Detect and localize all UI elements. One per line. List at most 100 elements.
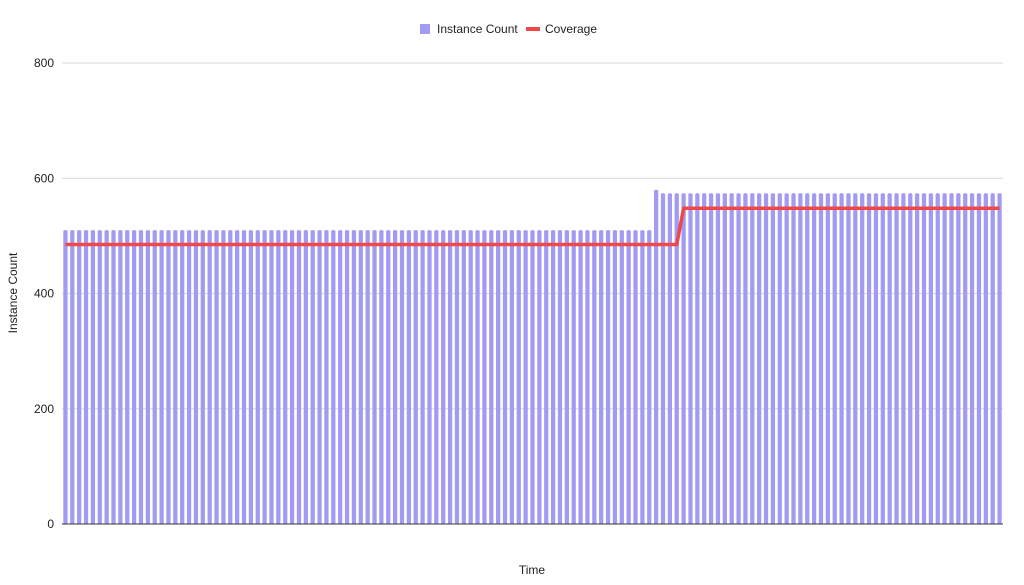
bar — [97, 230, 102, 525]
bar — [530, 230, 535, 525]
bar — [111, 230, 116, 525]
bar — [935, 193, 940, 525]
bar — [125, 230, 130, 525]
bar — [976, 193, 982, 525]
bar — [860, 193, 865, 525]
bar — [427, 230, 432, 525]
bar — [358, 230, 363, 525]
bar — [173, 230, 178, 525]
bar — [894, 193, 899, 525]
bar — [997, 193, 1002, 525]
bar — [193, 230, 199, 525]
bar — [63, 230, 68, 525]
bar — [839, 193, 844, 525]
bar — [777, 193, 782, 525]
bar — [956, 193, 961, 525]
bar — [798, 193, 803, 525]
bar — [599, 230, 604, 525]
bar — [866, 193, 872, 525]
bar — [921, 193, 927, 525]
bar — [90, 230, 96, 525]
bar — [166, 230, 171, 525]
bar — [145, 230, 150, 525]
bar — [502, 230, 508, 525]
bar — [695, 193, 700, 525]
bar — [372, 230, 377, 525]
bar — [482, 230, 487, 525]
bar — [351, 230, 357, 525]
bar — [784, 193, 789, 525]
bar — [654, 189, 659, 524]
y-axis-ticks: 0 200 400 600 800 — [34, 56, 54, 531]
bar — [688, 193, 693, 525]
bar — [853, 193, 858, 525]
bar — [537, 230, 542, 525]
legend-label-instance-count: Instance Count — [437, 22, 518, 36]
bar — [248, 230, 254, 525]
bar — [832, 193, 837, 525]
bar — [434, 230, 439, 525]
y-tick-label: 600 — [34, 171, 54, 185]
bar-series — [63, 189, 1002, 525]
bar — [324, 230, 329, 525]
bar — [805, 193, 810, 525]
bar — [468, 230, 473, 525]
bar — [928, 193, 934, 525]
bar — [660, 193, 666, 525]
bar — [489, 230, 494, 525]
bar — [791, 193, 796, 525]
bar — [516, 230, 521, 525]
bar — [983, 193, 988, 525]
y-tick-label: 800 — [34, 56, 54, 70]
bar — [523, 230, 528, 525]
bar — [159, 230, 164, 525]
bar — [420, 230, 425, 525]
legend-swatch-instance-count — [420, 24, 430, 34]
y-axis-title: Instance Count — [6, 252, 20, 333]
bar — [667, 193, 672, 525]
bar — [317, 230, 322, 525]
bar — [990, 193, 995, 525]
bar — [550, 230, 556, 525]
bar — [262, 230, 267, 525]
bar — [386, 230, 391, 525]
bar — [681, 193, 686, 525]
bar — [605, 230, 611, 525]
coverage-line — [65, 206, 1000, 247]
y-tick-label: 400 — [34, 287, 54, 301]
bar — [461, 230, 466, 525]
bar — [633, 230, 638, 525]
bar — [221, 230, 226, 525]
legend-swatch-coverage — [526, 27, 540, 31]
y-tick-label: 200 — [34, 402, 54, 416]
bar — [585, 230, 590, 525]
bar — [344, 230, 350, 525]
bar — [887, 193, 892, 525]
bar — [729, 193, 734, 525]
bar — [269, 230, 274, 525]
bar — [365, 230, 370, 525]
bar — [338, 230, 343, 525]
bar — [496, 230, 501, 525]
bar — [255, 230, 260, 525]
bar — [544, 230, 549, 525]
bar — [846, 193, 851, 525]
bar — [571, 230, 576, 525]
bar — [880, 193, 885, 525]
bar — [557, 230, 563, 525]
bar — [908, 193, 913, 525]
bar — [296, 230, 302, 525]
bar — [674, 193, 679, 525]
bar — [379, 230, 384, 525]
bar — [200, 230, 205, 525]
bar — [228, 230, 233, 525]
bar — [180, 230, 185, 525]
bar — [715, 193, 721, 525]
bar — [207, 230, 212, 525]
bar — [331, 230, 336, 525]
bar — [447, 230, 453, 525]
legend-label-coverage: Coverage — [545, 22, 597, 36]
bar — [708, 193, 714, 525]
bar — [825, 193, 830, 525]
